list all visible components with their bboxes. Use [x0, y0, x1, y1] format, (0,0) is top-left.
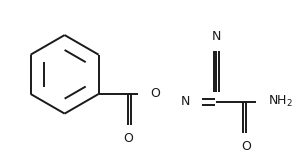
Text: O: O [123, 132, 133, 145]
Text: NH$_2$: NH$_2$ [268, 94, 292, 109]
Text: O: O [241, 140, 251, 153]
Text: N: N [180, 95, 190, 108]
Text: O: O [151, 87, 161, 100]
Text: N: N [212, 30, 221, 43]
